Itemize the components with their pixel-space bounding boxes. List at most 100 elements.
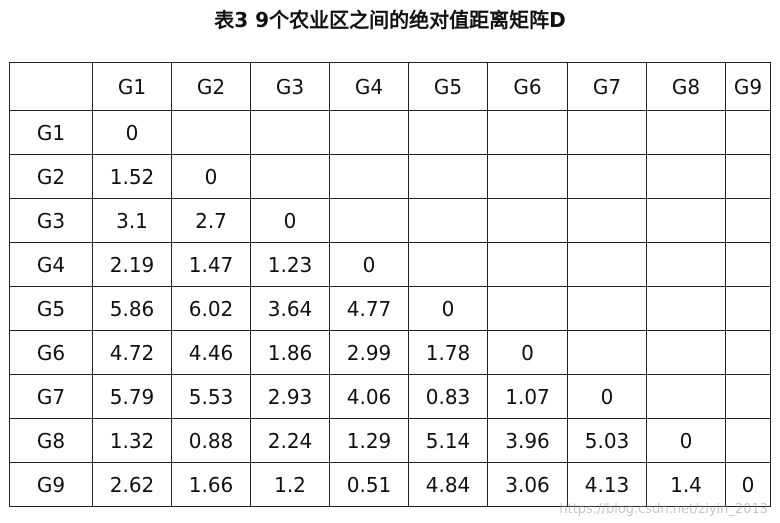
matrix-cell: 4.84 bbox=[408, 462, 488, 507]
matrix-cell: 5.14 bbox=[408, 418, 488, 463]
column-header: G8 bbox=[646, 62, 726, 111]
empty-cell bbox=[408, 242, 488, 287]
matrix-cell: 4.06 bbox=[329, 374, 409, 419]
row-header: G9 bbox=[9, 462, 93, 507]
empty-cell bbox=[567, 198, 647, 243]
empty-cell bbox=[725, 286, 771, 331]
matrix-cell: 6.02 bbox=[171, 286, 251, 331]
matrix-row: G1 0 bbox=[9, 110, 771, 155]
empty-cell bbox=[487, 110, 568, 155]
row-header: G8 bbox=[9, 418, 93, 463]
empty-cell bbox=[329, 110, 409, 155]
empty-cell bbox=[646, 154, 726, 199]
matrix-cell: 3.64 bbox=[250, 286, 330, 331]
matrix-cell: 1.4 bbox=[646, 462, 726, 507]
column-header: G6 bbox=[487, 62, 568, 111]
column-header: G7 bbox=[567, 62, 647, 111]
matrix-cell: 0 bbox=[329, 242, 409, 287]
matrix-cell: 5.03 bbox=[567, 418, 647, 463]
matrix-cell: 2.62 bbox=[92, 462, 172, 507]
matrix-cell: 1.2 bbox=[250, 462, 330, 507]
corner-cell bbox=[9, 62, 93, 111]
matrix-cell: 0.51 bbox=[329, 462, 409, 507]
matrix-cell: 3.96 bbox=[487, 418, 568, 463]
matrix-cell: 4.13 bbox=[567, 462, 647, 507]
empty-cell bbox=[725, 198, 771, 243]
row-header: G6 bbox=[9, 330, 93, 375]
matrix-cell: 1.32 bbox=[92, 418, 172, 463]
watermark: https://blog.csdn.net/ziyin_2013 bbox=[559, 502, 768, 517]
column-header: G1 bbox=[92, 62, 172, 111]
empty-cell bbox=[646, 110, 726, 155]
matrix-cell: 1.52 bbox=[92, 154, 172, 199]
column-header: G3 bbox=[250, 62, 330, 111]
matrix-cell: 1.23 bbox=[250, 242, 330, 287]
matrix-cell: 2.19 bbox=[92, 242, 172, 287]
empty-cell bbox=[646, 198, 726, 243]
matrix-cell: 0.88 bbox=[171, 418, 251, 463]
row-header: G1 bbox=[9, 110, 93, 155]
empty-cell bbox=[725, 418, 771, 463]
column-header: G4 bbox=[329, 62, 409, 111]
matrix-cell: 0 bbox=[567, 374, 647, 419]
matrix-cell: 1.07 bbox=[487, 374, 568, 419]
empty-cell bbox=[725, 330, 771, 375]
empty-cell bbox=[487, 198, 568, 243]
empty-cell bbox=[567, 286, 647, 331]
empty-cell bbox=[408, 154, 488, 199]
matrix-row: G3 3.1 2.7 0 bbox=[9, 198, 771, 243]
matrix-cell: 5.86 bbox=[92, 286, 172, 331]
matrix-cell: 1.86 bbox=[250, 330, 330, 375]
empty-cell bbox=[487, 154, 568, 199]
empty-cell bbox=[646, 242, 726, 287]
empty-cell bbox=[250, 154, 330, 199]
matrix-cell: 0 bbox=[408, 286, 488, 331]
column-header: G5 bbox=[408, 62, 488, 111]
matrix-cell: 2.7 bbox=[171, 198, 251, 243]
matrix-cell: 4.77 bbox=[329, 286, 409, 331]
empty-cell bbox=[250, 110, 330, 155]
matrix-cell: 0 bbox=[646, 418, 726, 463]
empty-cell bbox=[567, 330, 647, 375]
empty-cell bbox=[725, 242, 771, 287]
empty-cell bbox=[329, 198, 409, 243]
empty-cell bbox=[567, 110, 647, 155]
empty-cell bbox=[567, 242, 647, 287]
matrix-cell: 0 bbox=[725, 462, 771, 507]
matrix-cell: 0 bbox=[92, 110, 172, 155]
matrix-cell: 0 bbox=[171, 154, 251, 199]
header-row: G1 G2 G3 G4 G5 G6 G7 G8 G9 bbox=[9, 62, 771, 111]
matrix-cell: 0 bbox=[487, 330, 568, 375]
table-title: 表3 9个农业区之间的绝对值距离矩阵D bbox=[214, 8, 566, 32]
matrix-cell: 0.83 bbox=[408, 374, 488, 419]
row-header: G7 bbox=[9, 374, 93, 419]
matrix-row: G7 5.79 5.53 2.93 4.06 0.83 1.07 0 bbox=[9, 374, 771, 419]
matrix-cell: 5.79 bbox=[92, 374, 172, 419]
empty-cell bbox=[408, 110, 488, 155]
column-header: G2 bbox=[171, 62, 251, 111]
matrix-cell: 3.06 bbox=[487, 462, 568, 507]
matrix-row: G9 2.62 1.66 1.2 0.51 4.84 3.06 4.13 1.4 0 bbox=[9, 462, 771, 507]
empty-cell bbox=[725, 110, 771, 155]
matrix-cell: 2.99 bbox=[329, 330, 409, 375]
matrix-cell: 5.53 bbox=[171, 374, 251, 419]
matrix-cell: 1.47 bbox=[171, 242, 251, 287]
matrix-row: G5 5.86 6.02 3.64 4.77 0 bbox=[9, 286, 771, 331]
matrix-row: G8 1.32 0.88 2.24 1.29 5.14 3.96 5.03 0 bbox=[9, 418, 771, 463]
matrix-cell: 2.24 bbox=[250, 418, 330, 463]
empty-cell bbox=[725, 374, 771, 419]
empty-cell bbox=[487, 286, 568, 331]
empty-cell bbox=[329, 154, 409, 199]
empty-cell bbox=[171, 110, 251, 155]
empty-cell bbox=[567, 154, 647, 199]
row-header: G5 bbox=[9, 286, 93, 331]
row-header: G2 bbox=[9, 154, 93, 199]
row-header: G4 bbox=[9, 242, 93, 287]
matrix-cell: 4.72 bbox=[92, 330, 172, 375]
empty-cell bbox=[487, 242, 568, 287]
column-header: G9 bbox=[725, 62, 771, 111]
empty-cell bbox=[646, 286, 726, 331]
matrix-row: G4 2.19 1.47 1.23 0 bbox=[9, 242, 771, 287]
